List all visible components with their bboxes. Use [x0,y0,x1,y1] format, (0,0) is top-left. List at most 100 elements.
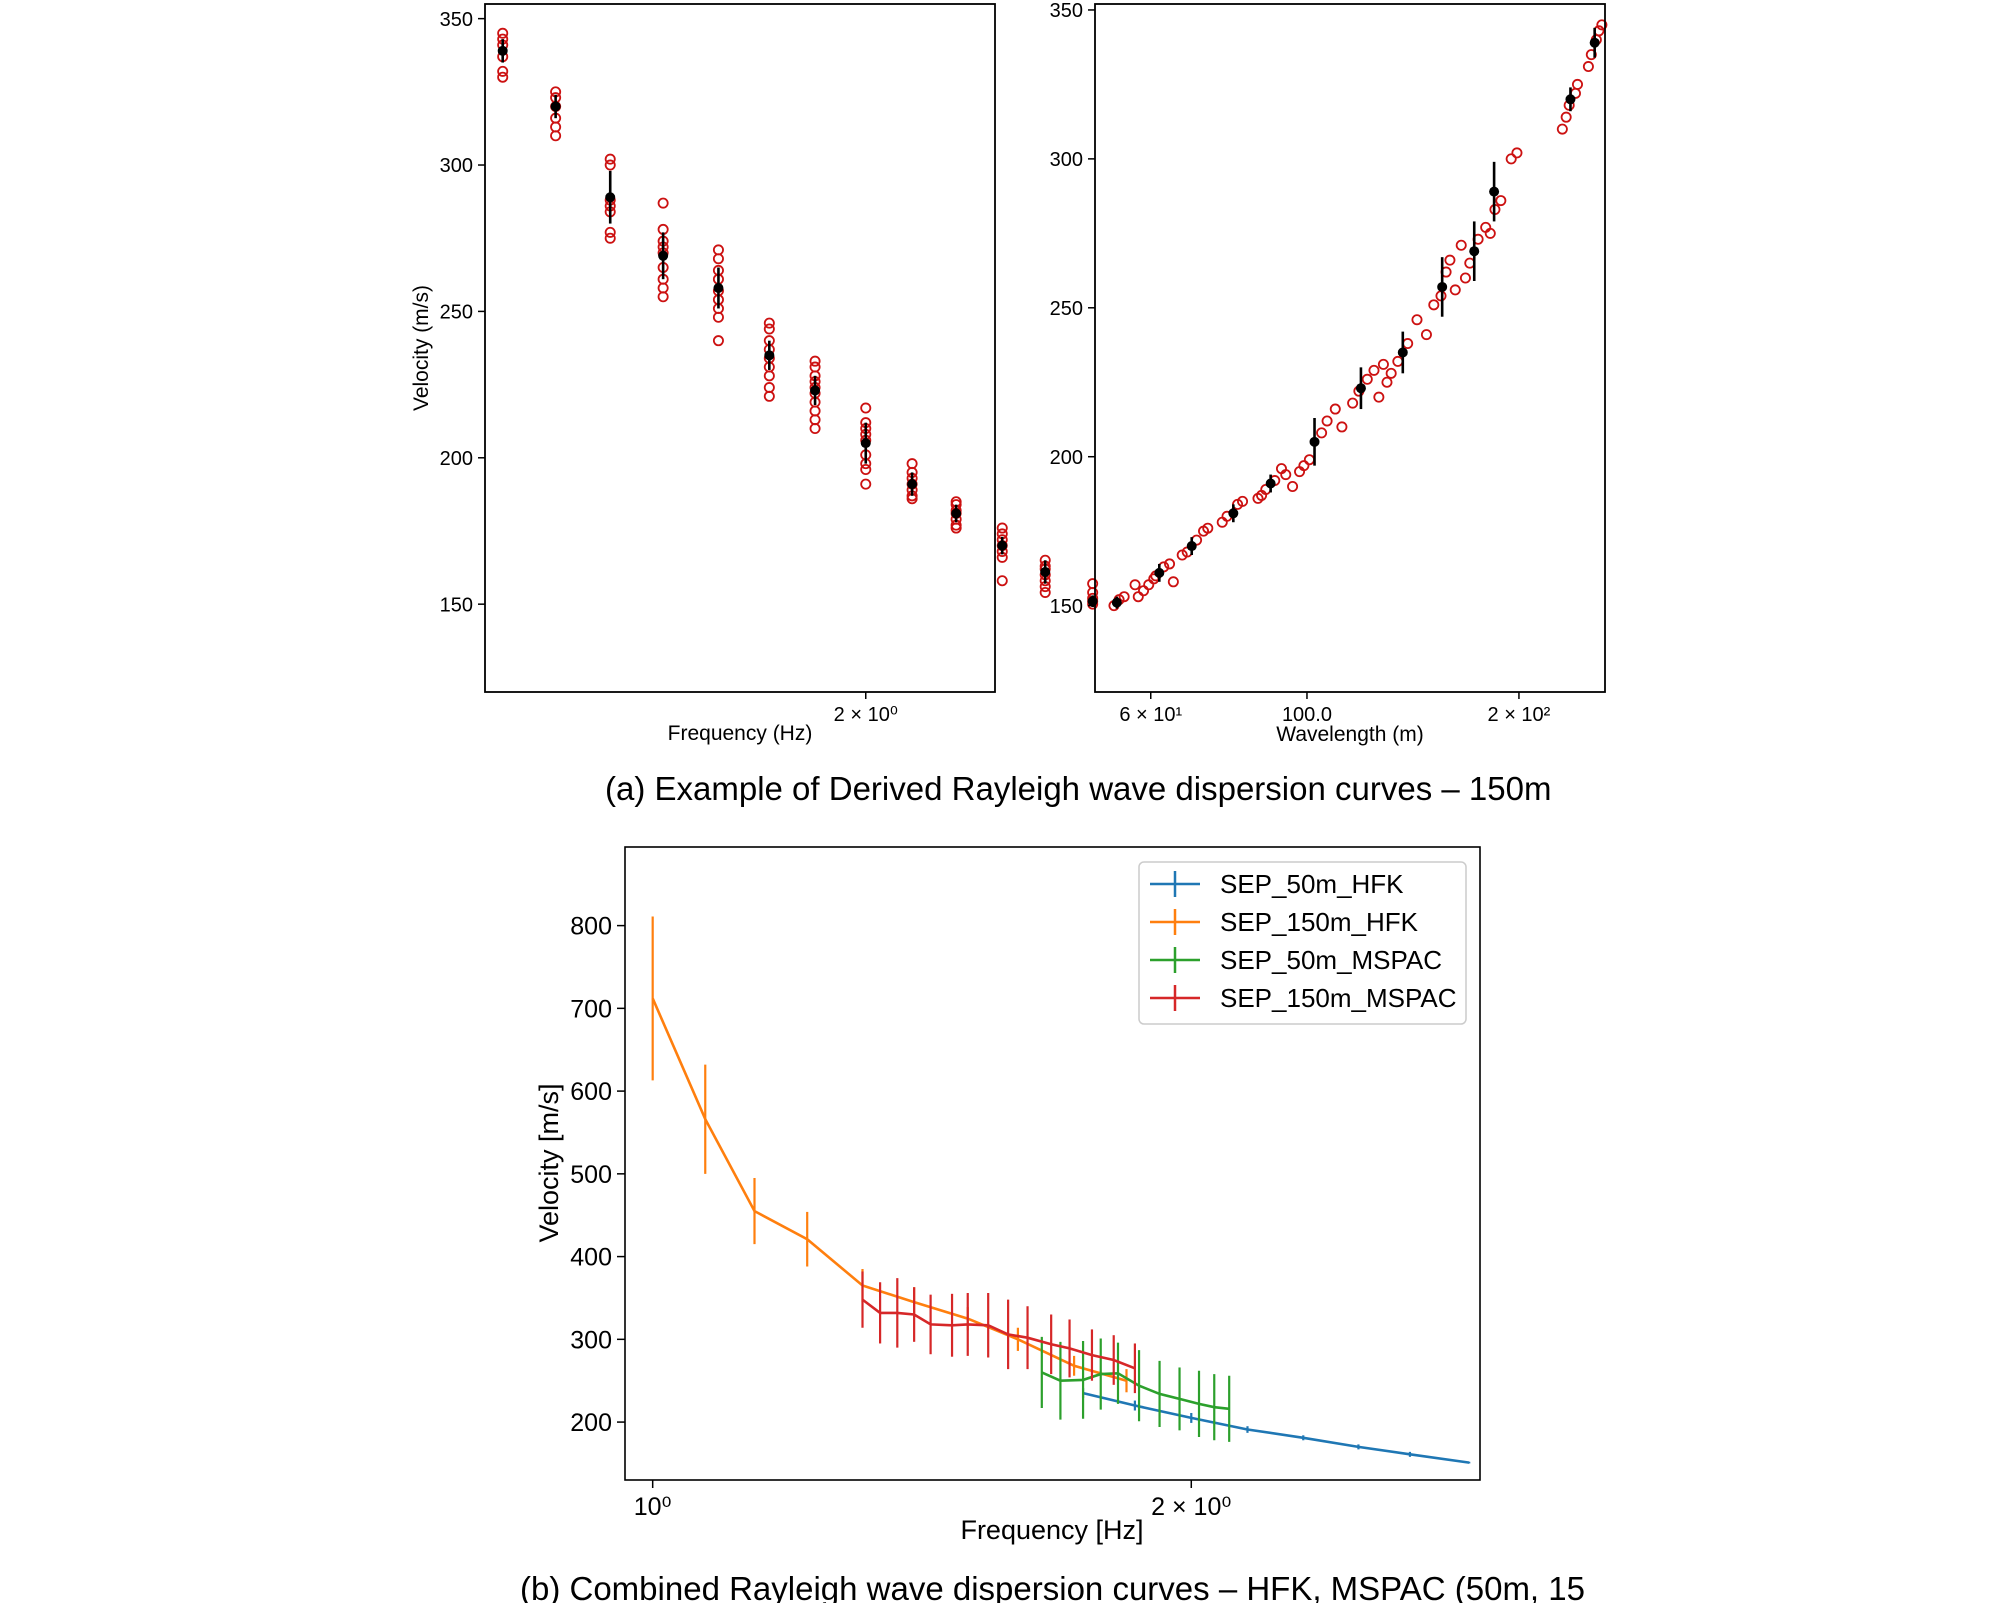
y-axis-label: Velocity (m/s) [410,285,433,411]
legend-entry-sep-150m-mspac: SEP_150m_MSPAC [1150,983,1457,1013]
sample-point [809,355,821,367]
sample-point [1287,480,1299,492]
mean-point [1589,37,1600,48]
sample-point [950,522,962,534]
sample-point [604,232,616,244]
sample-point [1373,391,1385,403]
sample-point [604,226,616,238]
sample-point [1596,19,1608,31]
mean-point [1154,567,1165,578]
sample-point [657,197,669,209]
y-tick-label: 200 [1050,447,1083,469]
sample-point [1039,586,1051,598]
caption-a: (a) Example of Derived Rayleigh wave dis… [605,770,1551,807]
y-tick-label: 400 [570,1244,612,1272]
sample-point [712,335,724,347]
sample-point [1571,78,1583,90]
y-tick-label: 300 [1050,149,1083,171]
legend-label-sep-50m-hfk: SEP_50m_HFK [1220,869,1404,899]
sample-point [860,463,872,475]
x-axis-label: Wavelength (m) [1276,723,1423,746]
mean-point [860,438,871,449]
mean-point [1186,541,1197,552]
sample-point [1237,495,1249,507]
series-line-sep-50m-hfk [1082,1391,1470,1464]
sample-point [712,253,724,265]
y-tick-label: 350 [440,9,473,31]
sample-point [1329,403,1341,415]
sample-point [860,402,872,414]
x-tick-label: 100.0 [1282,704,1332,726]
legend-frame [1138,861,1467,1025]
series-line-sep-150m-hfk [651,997,1127,1382]
y-tick-label: 600 [570,1078,612,1106]
chart-b-combined-dispersion: 200 300 400 500 600 700 800 10⁰ 2 × 10⁰ Frequenc… [534,846,1481,1545]
chart-a-frequency-velocity: 150 200 250 300 350 2 × 10⁰ Frequency (Hz) Ve… [410,3,1099,745]
y-tick-label: 300 [570,1326,612,1354]
y-tick-label: 250 [440,302,473,324]
sample-point [604,153,616,165]
x-axis-label: Frequency [Hz] [960,1515,1143,1545]
x-tick-label: 2 × 10⁰ [834,704,898,726]
mean-point [1489,186,1500,197]
y-tick-label: 500 [570,1161,612,1189]
legend-label-sep-150m-mspac: SEP_150m_MSPAC [1220,983,1457,1013]
mean-point [810,385,821,396]
sample-point [1377,358,1389,370]
sample-point [712,311,724,323]
y-tick-label: 350 [1050,0,1083,22]
plot-frame [484,3,996,693]
sample-point [1361,373,1373,385]
sample-point [763,370,775,382]
sample-point [497,27,509,39]
sample-point [1455,239,1467,251]
sample-point [1495,195,1507,207]
legend-entry-sep-50m-hfk: SEP_50m_HFK [1150,869,1404,899]
sample-point [1444,254,1456,266]
sample-point [1449,284,1461,296]
mean-point [764,350,775,361]
sample-point [1511,147,1523,159]
plot-frame [1094,3,1606,693]
sample-point [497,65,509,77]
x-axis-label: Frequency (Hz) [668,722,813,745]
y-tick-label: 300 [440,155,473,177]
sample-point [996,575,1008,587]
legend-label-sep-50m-mspac: SEP_50m_MSPAC [1220,945,1442,975]
caption-b: (b) Combined Rayleigh wave dispersion cu… [520,1570,1585,1603]
mean-point [1228,508,1239,519]
y-tick-label: 200 [570,1409,612,1437]
mean-point [1469,246,1480,257]
sample-point [1459,272,1471,284]
mean-point [1087,596,1098,607]
legend: SEP_50m_HFK SEP_150m_HFK SEP_50m_MSPAC S… [1138,861,1467,1025]
sample-point [1118,591,1130,603]
sample-point [860,478,872,490]
y-tick-label: 200 [440,448,473,470]
mean-point [1265,478,1276,489]
mean-point [1565,94,1576,105]
mean-point [1040,566,1051,577]
sample-point [604,159,616,171]
sample-point [1411,314,1423,326]
sample-point [1347,397,1359,409]
sample-point [1129,579,1141,591]
sample-point [763,390,775,402]
sample-point [550,130,562,142]
sample-point [1316,427,1328,439]
y-tick-label: 800 [570,913,612,941]
sample-point [1582,61,1594,73]
mean-point [1111,597,1122,608]
y-tick-label: 700 [570,995,612,1023]
sample-point [1298,460,1310,472]
sample-point [1484,227,1496,239]
sample-point [497,71,509,83]
sample-point [763,317,775,329]
mean-point [951,508,962,519]
mean-point [1309,436,1320,447]
y-tick-label: 250 [1050,298,1083,320]
sample-point [657,291,669,303]
mean-point [907,479,918,490]
chart-a-wavelength-velocity: 150 200 250 300 350 6 × 10¹ 100.0 2 × 10² Wavel… [1050,0,1608,746]
